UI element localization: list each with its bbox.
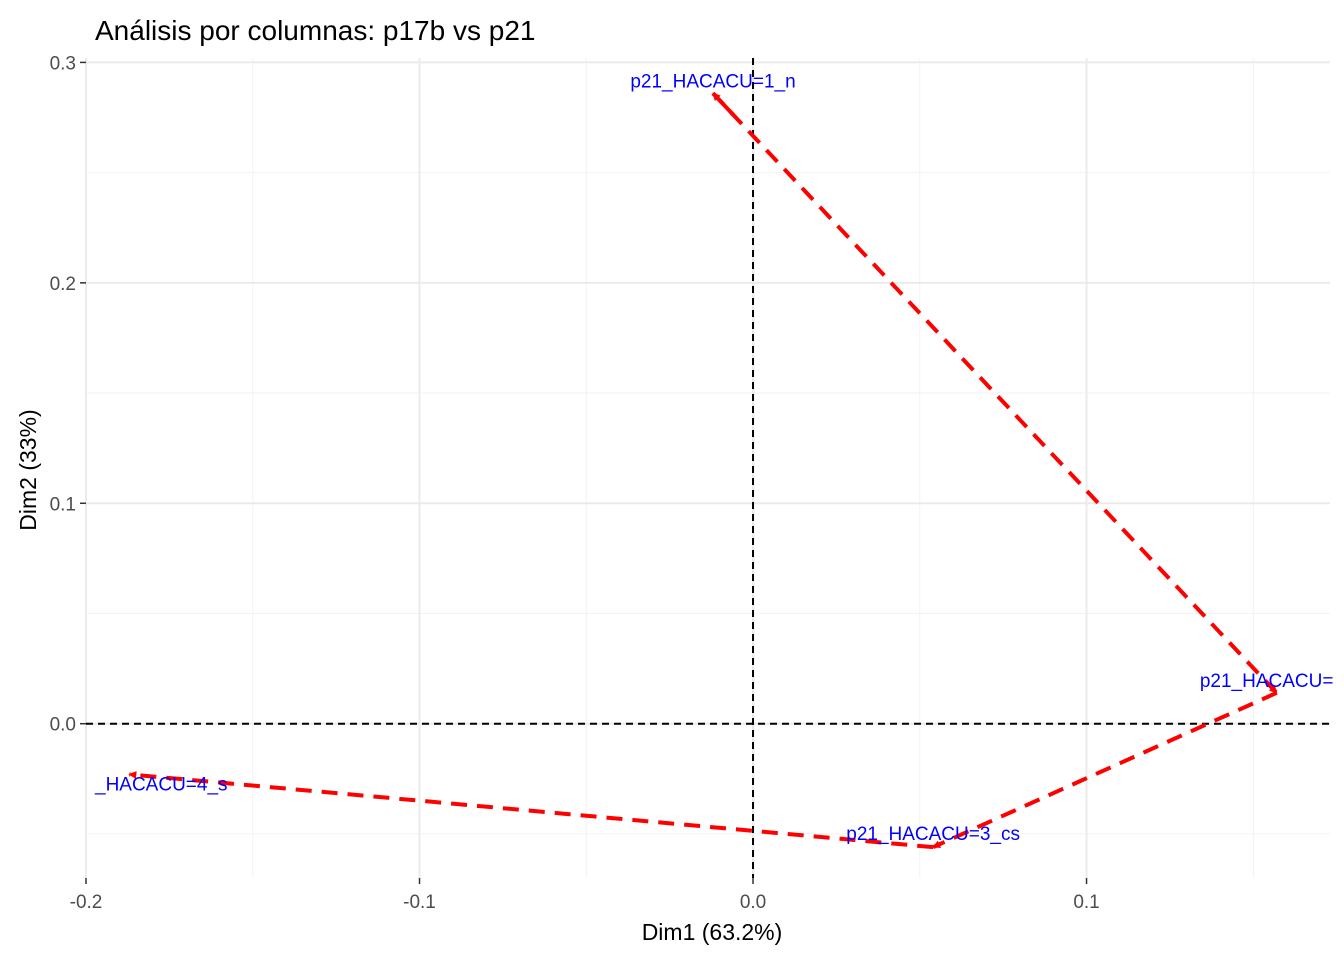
x-tick-label: -0.1 [403, 892, 436, 913]
y-axis-ticks: 0.0 0.1 0.2 0.3 [50, 53, 86, 736]
point-label: p21_HACACU= [1200, 671, 1334, 692]
y-tick-label: 0.0 [50, 715, 76, 736]
y-tick-label: 0.3 [50, 53, 76, 74]
arrow-path [128, 91, 1279, 850]
x-axis-ticks: -0.2 -0.1 0.0 0.1 [70, 878, 1100, 913]
chart-title: Análisis por columnas: p17b vs p21 [95, 15, 535, 46]
y-tick-label: 0.1 [50, 494, 76, 515]
x-tick-label: -0.2 [70, 892, 103, 913]
point-labels: p21_HACACU=1_n p21_HACACU= p21_HACACU=3_cs… [94, 71, 1333, 845]
reference-lines [86, 58, 1330, 878]
minor-grid [86, 58, 1330, 878]
arrow-segment [932, 691, 1278, 849]
major-grid [85, 58, 1330, 878]
point-label: _HACACU=4_s [94, 774, 228, 795]
arrow-head-start [711, 91, 736, 117]
point-label: p21_HACACU=1_n [630, 71, 795, 92]
arrow-segment [711, 91, 1279, 695]
x-axis-label: Dim1 (63.2%) [642, 919, 783, 945]
x-tick-label: 0.0 [740, 892, 766, 913]
arrow-segment [128, 771, 934, 850]
point-label: p21_HACACU=3_cs [846, 824, 1020, 845]
y-tick-label: 0.2 [50, 274, 76, 295]
y-axis-label: Dim2 (33%) [15, 409, 41, 530]
x-tick-label: 0.1 [1073, 892, 1099, 913]
